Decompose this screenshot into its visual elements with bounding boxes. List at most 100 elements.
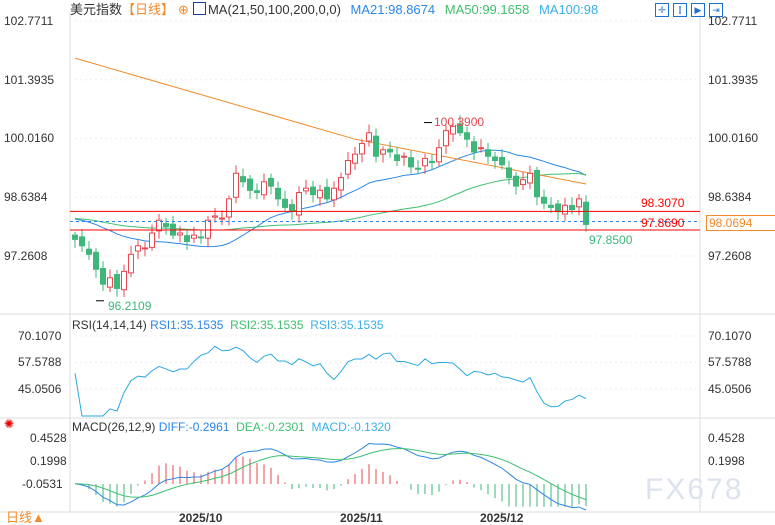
- candle-body: [240, 176, 246, 183]
- candle-body: [282, 198, 288, 208]
- period-label[interactable]: 【日线】: [122, 2, 175, 17]
- candle-body: [457, 123, 463, 134]
- candle-body: [548, 204, 554, 208]
- price-tick-left: 102.7711: [4, 14, 54, 28]
- macd-tick-left: 0.4528: [30, 431, 67, 445]
- candle-body: [429, 160, 435, 164]
- candle-body: [352, 153, 358, 164]
- candle-body: [527, 172, 533, 184]
- indicator-icon[interactable]: [192, 2, 206, 15]
- period-button[interactable]: 日线▲: [6, 510, 45, 525]
- candle-body: [79, 236, 85, 247]
- rsi-tick-right: 70.1070: [708, 329, 752, 343]
- play-icon[interactable]: ▶: [691, 3, 705, 17]
- current-price-label: 98.0694: [706, 214, 775, 231]
- range-icon[interactable]: ⫿: [673, 3, 687, 17]
- diff-line: [74, 443, 587, 511]
- macd-tick-right: 0.4528: [708, 431, 745, 445]
- price-tick-right: 97.2608: [708, 248, 752, 263]
- add-circle-icon[interactable]: ⊕: [178, 2, 189, 17]
- candle-body: [422, 157, 428, 167]
- date-label: 2025/12: [480, 511, 524, 525]
- price-tick-left: 98.6384: [4, 190, 48, 205]
- candle-body: [576, 198, 582, 208]
- candle-body: [415, 167, 421, 170]
- candle-body: [135, 245, 141, 252]
- candle-body: [338, 177, 344, 191]
- price-tick-left: 97.2608: [4, 248, 48, 263]
- candle-body: [93, 251, 99, 270]
- low-label: 96.2109: [108, 298, 152, 313]
- candle-body: [114, 274, 120, 289]
- macd-value: MACD:-0.1320: [311, 420, 391, 434]
- candle-body: [177, 232, 183, 236]
- price-tick-right: 98.6384: [708, 190, 752, 205]
- rsi2-value: RSI2:35.1535: [230, 318, 304, 332]
- price-tick-left: 100.0160: [4, 131, 55, 146]
- ma50-value: MA50:99.1658: [444, 2, 530, 17]
- price-tick-right: 100.0160: [708, 131, 759, 146]
- candle-body: [394, 154, 400, 162]
- price-tick-right: 101.3935: [708, 72, 759, 87]
- candle-body: [289, 204, 295, 213]
- candle-body: [254, 190, 260, 193]
- candle-body: [72, 234, 78, 240]
- rsi-tick-left: 57.5788: [18, 355, 62, 370]
- candle-body: [485, 149, 491, 157]
- dea-line: [74, 448, 587, 501]
- candle-body: [247, 178, 253, 191]
- candle-body: [569, 204, 575, 211]
- candle-body: [219, 217, 225, 220]
- ma-label[interactable]: MA(21,50,100,200,0,0): [207, 2, 341, 17]
- candle-body: [443, 130, 449, 147]
- candle-body: [478, 147, 484, 150]
- rsi1-value: RSI1:35.1535: [150, 318, 224, 332]
- candle-body: [541, 196, 547, 204]
- candle-body: [555, 203, 561, 213]
- candle-body: [506, 167, 512, 179]
- exit-icon[interactable]: ⇥: [709, 3, 723, 17]
- crosshair-icon[interactable]: ✛: [655, 3, 669, 17]
- candle-body: [471, 141, 477, 153]
- high-label: 100.3900: [434, 114, 485, 129]
- rsi3-value: RSI3:35.1535: [310, 318, 384, 332]
- rsi-tick-right: 45.0506: [708, 381, 752, 396]
- candle-body: [128, 253, 134, 274]
- macd-label[interactable]: MACD(26,12,9): [72, 420, 156, 434]
- rsi-header: RSI(14,14,14) RSI1:35.1535 RSI2:35.1535 …: [72, 318, 384, 332]
- title-text: 美元指数: [70, 2, 123, 17]
- macd-tick-left: 0.1998: [30, 454, 67, 469]
- candle-body: [86, 248, 92, 255]
- candle-body: [100, 267, 106, 285]
- candle-body: [191, 234, 197, 239]
- alert-icon[interactable]: ✺: [4, 417, 15, 431]
- candle-body: [261, 181, 267, 196]
- candle-body: [149, 232, 155, 248]
- candle-body: [436, 147, 442, 163]
- candle-body: [387, 148, 393, 153]
- macd-tick-right: 0.1998: [708, 454, 745, 469]
- price-tick-left: 101.3935: [4, 72, 55, 87]
- candle-body: [233, 172, 239, 198]
- candle-body: [450, 125, 456, 135]
- candle-body: [366, 132, 372, 142]
- date-label: 2025/10: [179, 511, 223, 525]
- candle-body: [520, 179, 526, 186]
- candle-body: [499, 157, 505, 166]
- last-low-label: 97.8500: [589, 232, 633, 247]
- candle-body: [317, 189, 323, 199]
- candle-body: [401, 155, 407, 158]
- candle-body: [492, 156, 498, 162]
- candle-body: [310, 186, 316, 196]
- price-tick-right: 102.7711: [708, 14, 758, 28]
- candle-body: [303, 187, 309, 192]
- candle-body: [212, 215, 218, 218]
- candle-body: [359, 142, 365, 155]
- rsi-label[interactable]: RSI(14,14,14): [72, 318, 147, 332]
- macd-tick-left: -0.0531: [22, 477, 63, 492]
- candle-body: [163, 223, 169, 228]
- candle-body: [226, 198, 232, 218]
- candle-body: [583, 201, 589, 225]
- candle-body: [296, 191, 302, 216]
